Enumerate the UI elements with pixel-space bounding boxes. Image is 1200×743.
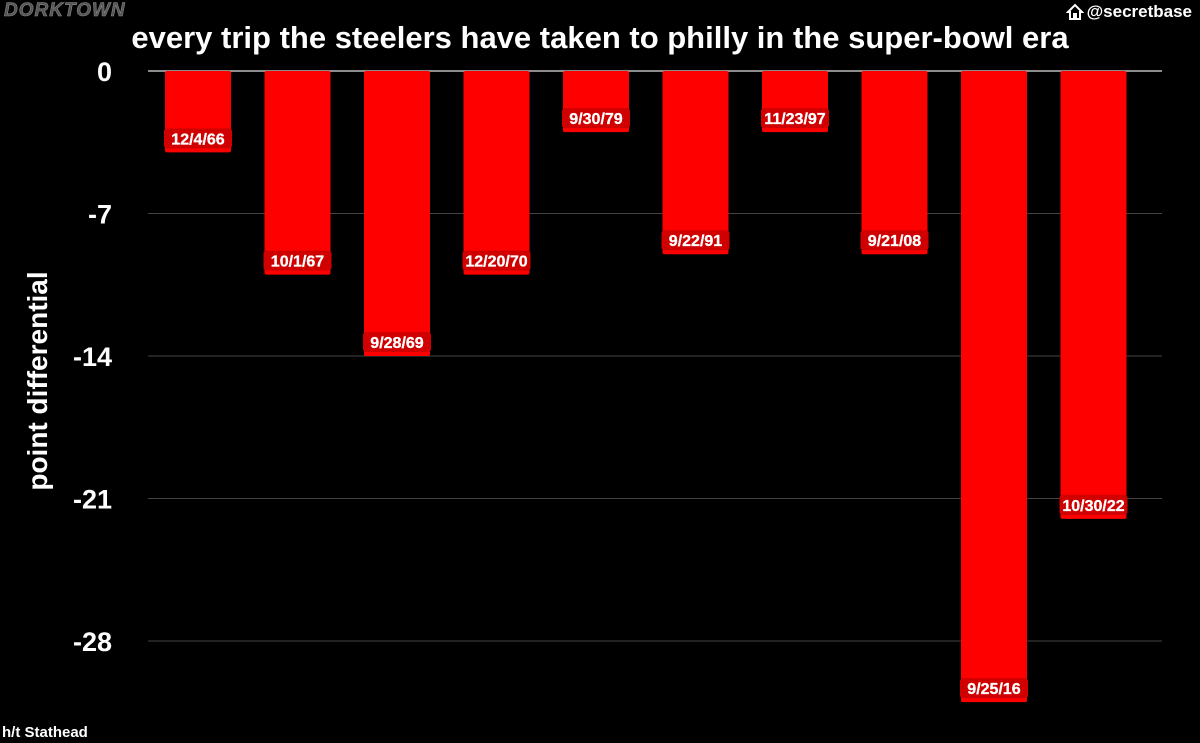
bar-label-background [661,230,730,251]
bar-date-label: 9/30/79 [569,111,622,128]
bar [364,71,430,356]
bar-label-background [1059,494,1128,515]
bar-label-background [462,250,531,271]
bar [961,71,1027,703]
bar-date-label: 9/28/69 [370,335,423,352]
home-icon [1065,3,1084,21]
bar-label-background [562,108,630,129]
bar-date-label: 12/20/70 [465,254,527,271]
bar-date-label: 10/1/67 [271,254,324,271]
source-credit: h/t Stathead [2,724,88,741]
y-tick-label: 0 [97,57,112,87]
bar-date-label: 10/30/22 [1062,498,1124,515]
bar-label-background [164,128,232,149]
handle-text: @secretbase [1086,2,1192,21]
chart-title: every trip the steelers have taken to ph… [131,20,1069,55]
y-tick-label: -28 [73,627,112,657]
bar-date-label: 9/22/91 [669,233,722,250]
bar-label-background [761,108,829,129]
bar [264,71,331,275]
y-tick-label: -21 [73,485,112,515]
bar [662,71,729,255]
bar [463,71,530,275]
y-tick-label: -7 [88,200,112,230]
brand-logo: DORKTOWN [4,0,126,21]
bar-label-background [263,250,332,271]
bar-label-background [860,230,929,251]
bar-label-background [960,678,1028,699]
bar [861,71,928,255]
bar-date-label: 11/23/97 [764,111,826,128]
bar-date-label: 12/4/66 [171,131,224,148]
bar-label-background [363,332,431,352]
bar-date-label: 9/25/16 [967,681,1020,698]
social-handle: @secretbase [1065,2,1192,22]
bar [1060,71,1127,519]
bar-date-label: 9/21/08 [868,233,921,250]
y-tick-label: -14 [73,342,112,372]
